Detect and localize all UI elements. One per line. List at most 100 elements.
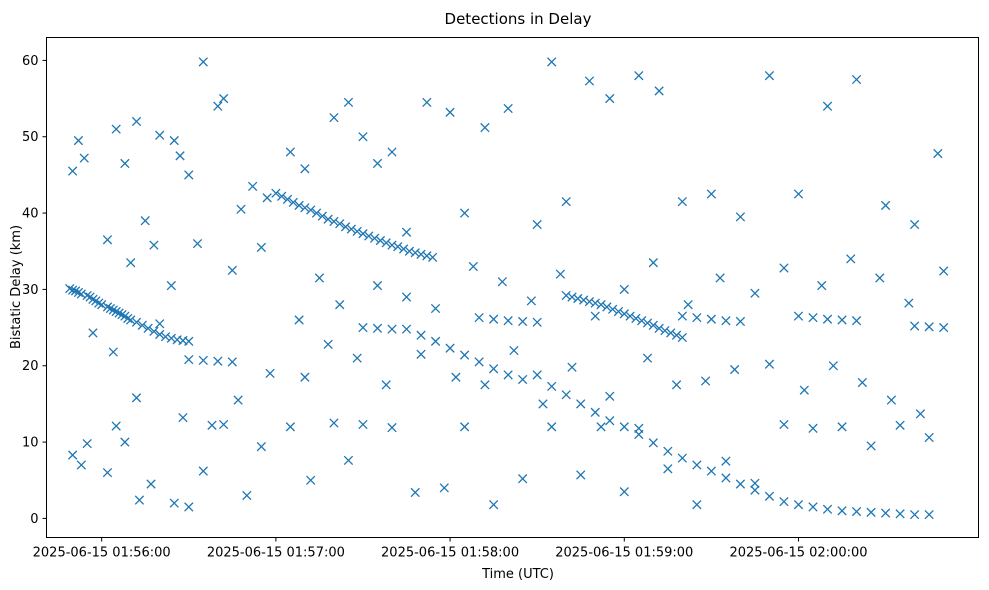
data-point-marker [430,336,441,346]
data-point-marker [880,200,891,211]
data-point-marker [567,362,577,372]
data-point-marker [474,357,484,367]
x-tick-label: 2025-06-15 01:58:00 [381,546,519,561]
data-point-marker [329,216,339,227]
data-point-marker [532,370,542,380]
data-point-marker [764,491,775,501]
data-point-marker [265,368,275,379]
data-point-marker [779,496,789,507]
data-point-marker [88,328,98,338]
data-point-marker [729,364,740,375]
y-axis-label: Bistatic Delay (km) [9,225,24,349]
data-point-marker [387,324,397,334]
data-point-marker [808,423,818,433]
y-tick-label: 40 [22,207,39,222]
data-point-marker [149,240,159,250]
data-point-marker [851,316,862,326]
data-point-marker [207,420,217,430]
y-tick-label: 20 [22,359,39,374]
data-point-marker [538,399,548,409]
data-point-marker [837,422,847,432]
data-point-marker [488,314,499,324]
data-point-marker [70,286,81,296]
data-point-marker [410,248,420,258]
data-point-marker [648,438,658,448]
data-point-marker [372,280,383,291]
data-point-marker [126,258,136,268]
data-point-marker [76,289,87,299]
data-point-marker [277,191,287,201]
data-point-marker [282,194,293,204]
data-point-marker [706,189,717,199]
data-point-marker [108,347,118,357]
data-point-marker [213,356,223,366]
data-point-marker [335,300,345,310]
data-point-marker [642,353,653,363]
data-point-marker [692,460,702,470]
data-point-marker [880,508,891,518]
x-tick-label: 2025-06-15 01:57:00 [207,546,345,561]
data-point-marker [677,453,688,463]
data-point-marker [518,374,528,385]
data-point-marker [108,305,118,315]
data-point-marker [387,240,397,250]
data-point-marker [692,312,702,323]
data-point-marker [503,316,513,326]
data-point-marker [532,219,542,230]
data-point-marker [909,509,920,520]
x-tick-label: 2025-06-15 01:59:00 [555,546,693,561]
data-point-marker [143,323,153,333]
data-point-marker [131,116,142,127]
data-point-marker [343,455,354,466]
data-point-marker [459,422,470,432]
data-point-marker [561,196,571,207]
data-point-marker [837,506,847,516]
data-point-marker [343,97,354,108]
data-point-marker [576,470,586,480]
data-point-marker [547,57,557,67]
data-point-marker [938,266,949,276]
data-point-marker [236,204,246,214]
y-tick-label: 60 [22,54,39,69]
data-point-marker [178,412,188,423]
data-point-marker [416,249,426,259]
data-point-marker [915,409,926,419]
data-point-marker [677,332,688,343]
data-point-marker [233,395,243,405]
data-point-marker [111,421,121,431]
data-point-marker [567,292,577,302]
data-point-marker [750,485,760,495]
data-point-marker [909,219,920,230]
data-point-marker [184,170,194,180]
data-point-marker [817,280,827,291]
data-point-marker [247,181,258,192]
data-point-marker [404,246,415,256]
data-point-marker [346,224,357,234]
data-point-marker [427,252,438,263]
x-tick-label: 2025-06-15 01:56:00 [33,546,171,561]
data-point-marker [375,235,386,246]
data-point-marker [131,393,142,403]
data-point-marker [634,71,644,81]
data-point-marker [642,318,653,328]
data-point-marker [822,314,833,324]
data-point-marker [262,193,272,203]
data-point-marker [218,93,229,104]
data-point-marker [314,273,325,283]
data-point-marker [561,390,571,400]
data-point-marker [364,231,374,241]
data-point-marker [933,148,943,159]
data-point-marker [573,293,583,304]
data-point-marker [94,298,104,308]
data-point-marker [750,288,760,298]
data-point-marker [526,296,537,306]
data-point-marker [692,500,702,510]
x-axis-label: Time (UTC) [481,567,554,582]
x-axis: 2025-06-15 01:56:00 2025-06-15 01:57:00 20… [33,537,868,561]
data-point-marker [459,208,470,218]
data-point-marker [602,302,612,312]
data-point-marker [105,303,116,314]
plot-area-frame [46,37,979,538]
data-point-marker [65,283,75,294]
data-point-marker [372,323,383,333]
